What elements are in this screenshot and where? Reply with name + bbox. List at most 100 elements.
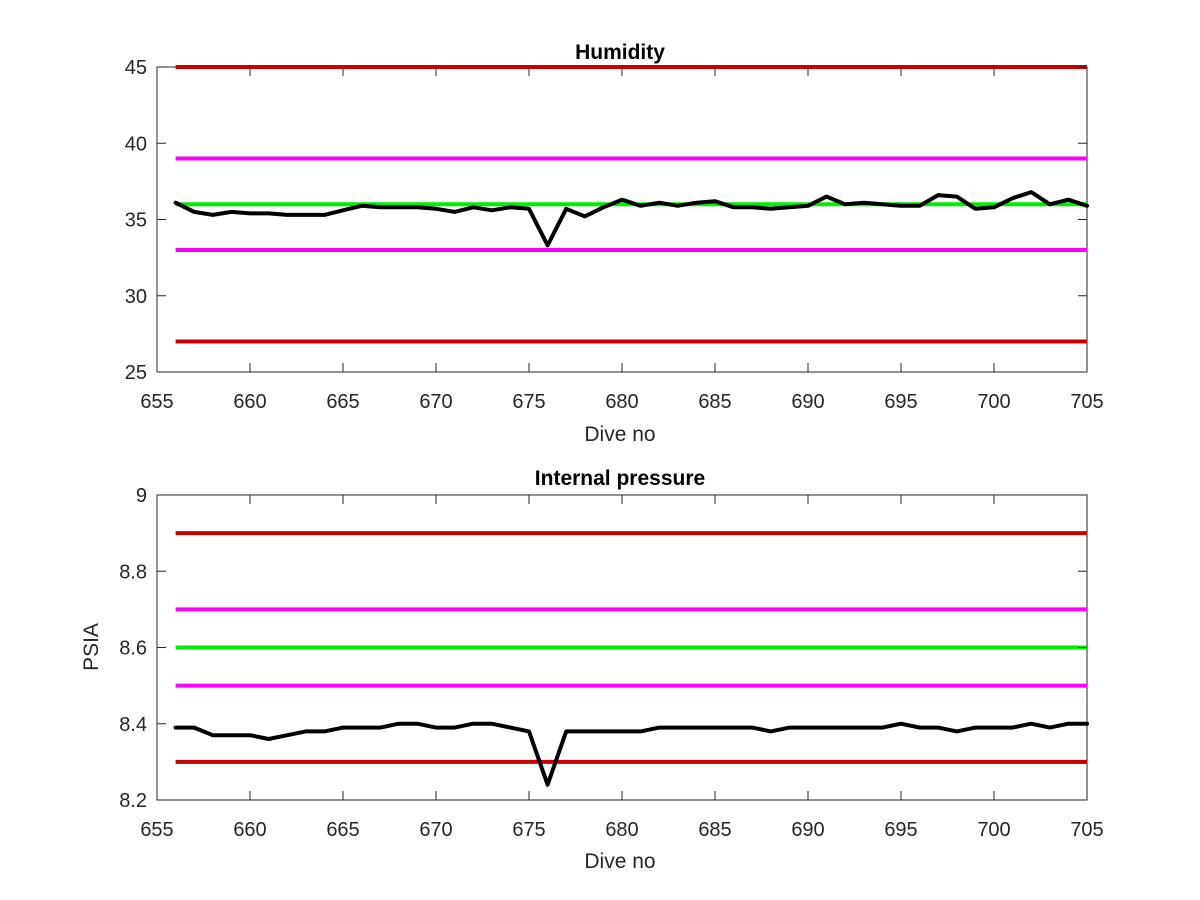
- data-point: [750, 205, 754, 209]
- data-point: [1048, 726, 1052, 730]
- y-tick-label: 8.8: [119, 561, 147, 583]
- data-point: [304, 213, 308, 217]
- series-line: [173, 190, 1089, 248]
- y-axis-label: PSIA: [80, 623, 103, 671]
- data-point: [973, 726, 977, 730]
- data-point: [1085, 722, 1089, 726]
- internal-pressure-chart: Internal pressure Dive no PSIA 655 660 665…: [80, 467, 1104, 873]
- data-point: [229, 733, 233, 737]
- data-point: [267, 211, 271, 215]
- data-point: [490, 722, 494, 726]
- data-point: [862, 201, 866, 205]
- data-point: [360, 726, 364, 730]
- y-tick-label: 25: [125, 362, 147, 384]
- data-point: [639, 729, 643, 733]
- x-tick-label: 690: [791, 391, 824, 413]
- y-tick-label: 40: [125, 133, 147, 155]
- data-point: [322, 213, 326, 217]
- data-point: [397, 205, 401, 209]
- x-tick-label: 705: [1070, 819, 1103, 841]
- x-tick-label: 660: [233, 391, 266, 413]
- data-point: [936, 193, 940, 197]
- data-point: [955, 195, 959, 199]
- x-tick-label: 675: [512, 391, 545, 413]
- data-point: [750, 726, 754, 730]
- data-point: [490, 208, 494, 212]
- data-point: [1011, 196, 1015, 200]
- data-point: [174, 726, 178, 730]
- data-point: [825, 195, 829, 199]
- data-point: [564, 207, 568, 211]
- data-point: [676, 204, 680, 208]
- data-point: [471, 205, 475, 209]
- x-tick-label: 680: [605, 391, 638, 413]
- data-point: [322, 729, 326, 733]
- data-point: [211, 213, 215, 217]
- data-point: [899, 204, 903, 208]
- data-point: [880, 202, 884, 206]
- data-point: [676, 726, 680, 730]
- chart-title: Humidity: [575, 41, 665, 64]
- data-point: [341, 208, 345, 212]
- x-tick-label: 680: [605, 819, 638, 841]
- data-point: [285, 733, 289, 737]
- x-tick-label: 695: [884, 819, 917, 841]
- x-tick-label: 690: [791, 819, 824, 841]
- x-tick-label: 665: [326, 391, 359, 413]
- data-point: [601, 729, 605, 733]
- data-point: [620, 729, 624, 733]
- x-axis-label: Dive no: [584, 850, 655, 873]
- y-tick-label: 9: [136, 485, 147, 507]
- data-point: [192, 210, 196, 214]
- data-point: [657, 726, 661, 730]
- data-point: [862, 726, 866, 730]
- data-point: [527, 207, 531, 211]
- data-point: [936, 726, 940, 730]
- data-point: [918, 204, 922, 208]
- data-point: [285, 213, 289, 217]
- data-point: [546, 243, 550, 247]
- data-point: [1066, 198, 1070, 202]
- data-point: [620, 198, 624, 202]
- x-tick-label: 685: [698, 819, 731, 841]
- y-tick-label: 35: [125, 210, 147, 232]
- x-tick-label: 705: [1070, 391, 1103, 413]
- data-point: [806, 204, 810, 208]
- data-point: [397, 722, 401, 726]
- data-point: [453, 210, 457, 214]
- data-point: [657, 201, 661, 205]
- data-point: [899, 722, 903, 726]
- data-point: [732, 205, 736, 209]
- data-point: [1048, 202, 1052, 206]
- data-point: [955, 729, 959, 733]
- data-point: [843, 202, 847, 206]
- data-point: [787, 726, 791, 730]
- x-tick-label: 655: [140, 819, 173, 841]
- data-point: [787, 205, 791, 209]
- data-point: [360, 204, 364, 208]
- data-point: [713, 199, 717, 203]
- x-tick-label: 670: [419, 819, 452, 841]
- data-point: [769, 207, 773, 211]
- data-point: [192, 726, 196, 730]
- data-point: [713, 726, 717, 730]
- data-point: [248, 211, 252, 215]
- data-point: [973, 207, 977, 211]
- data-point: [415, 205, 419, 209]
- data-point: [1085, 204, 1089, 208]
- x-tick-label: 665: [326, 819, 359, 841]
- data-point: [601, 205, 605, 209]
- data-point: [843, 726, 847, 730]
- data-point: [806, 726, 810, 730]
- data-point: [248, 733, 252, 737]
- y-tick-label: 8.4: [119, 714, 147, 736]
- x-tick-label: 670: [419, 391, 452, 413]
- data-point: [992, 205, 996, 209]
- data-point: [564, 729, 568, 733]
- data-point: [694, 201, 698, 205]
- data-point: [508, 726, 512, 730]
- x-tick-label: 660: [233, 819, 266, 841]
- data-point: [341, 726, 345, 730]
- x-tick-label: 655: [140, 391, 173, 413]
